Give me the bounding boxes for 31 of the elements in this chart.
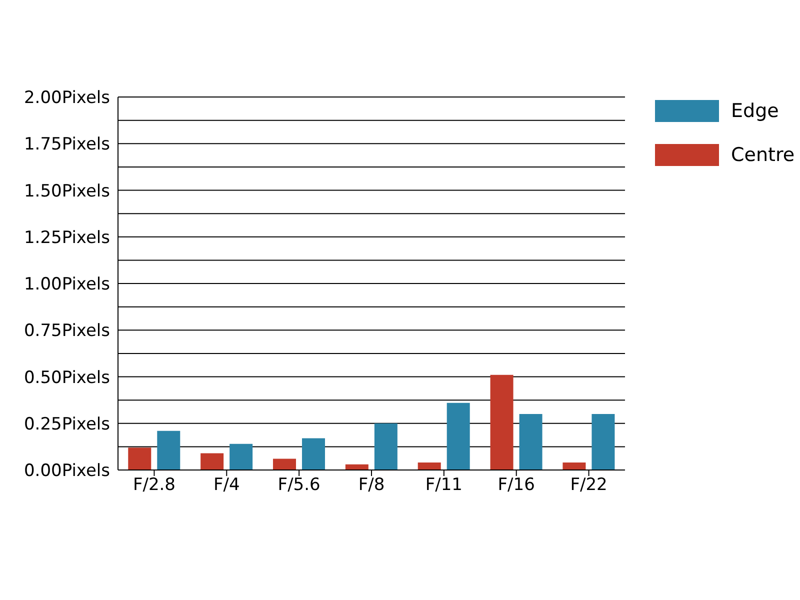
y-tick-label: 0.75Pixels bbox=[24, 321, 110, 342]
bar bbox=[418, 462, 441, 470]
bar bbox=[200, 453, 224, 470]
y-tick-label: 1.25Pixels bbox=[24, 228, 110, 248]
legend-label: Centre bbox=[731, 144, 795, 166]
legend-label: Edge bbox=[731, 100, 779, 122]
y-tick-label: 1.75Pixels bbox=[24, 134, 110, 155]
y-tick-label: 2.00Pixels bbox=[24, 88, 110, 108]
x-tick-label: F/2.8 bbox=[132, 475, 176, 496]
y-tick-label: 0.50Pixels bbox=[24, 368, 110, 388]
y-tick-label: 0.00Pixels bbox=[24, 461, 110, 482]
x-tick-label: F/4 bbox=[213, 475, 240, 496]
x-tick-label: F/22 bbox=[570, 475, 608, 496]
bar bbox=[446, 402, 470, 470]
y-tick-label: 1.00Pixels bbox=[24, 274, 110, 295]
x-tick-label: F/5.6 bbox=[278, 475, 320, 496]
bar bbox=[128, 448, 152, 470]
bar bbox=[592, 414, 615, 470]
y-tick-label: 0.25Pixels bbox=[24, 414, 110, 434]
x-tick-label: F/8 bbox=[358, 475, 385, 496]
bar bbox=[490, 374, 514, 470]
bar bbox=[230, 444, 253, 470]
x-tick-label: F/11 bbox=[425, 475, 462, 496]
bar bbox=[272, 458, 296, 470]
x-tick-label: F/16 bbox=[498, 475, 535, 496]
bar bbox=[157, 430, 180, 470]
y-tick-label: 1.50Pixels bbox=[24, 181, 110, 202]
bar bbox=[302, 438, 325, 470]
bar bbox=[374, 423, 398, 470]
bar bbox=[519, 414, 542, 470]
bar bbox=[562, 462, 586, 470]
